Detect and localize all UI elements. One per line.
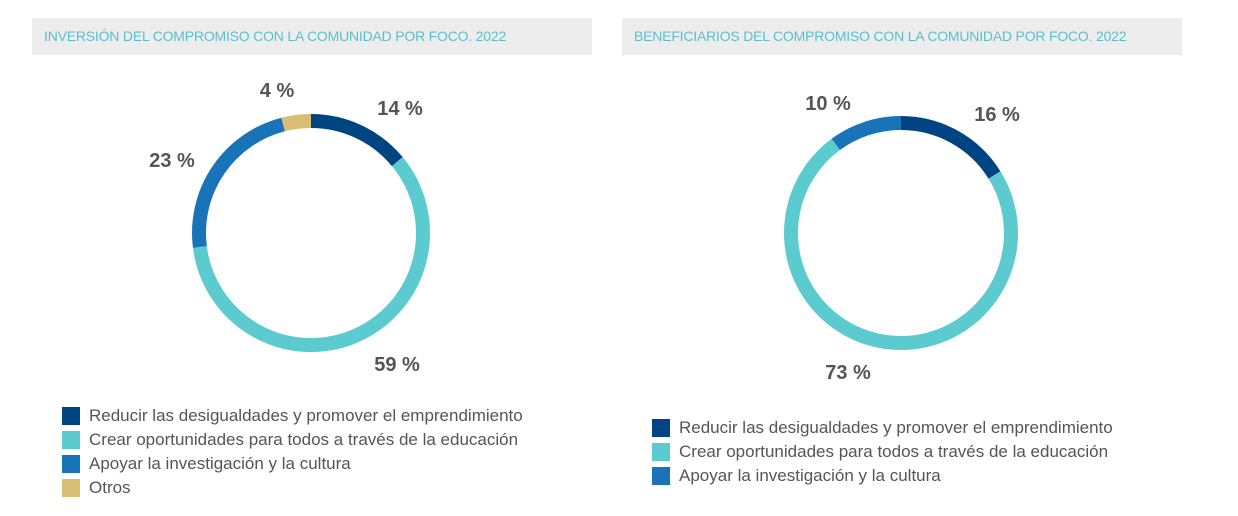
legend-label: Apoyar la investigación y la cultura [89, 454, 351, 473]
donut-chart-inversion: 14 % 59 % 23 % 4 % [149, 80, 430, 376]
data-label: 23 % [149, 150, 195, 172]
legend-item: Otros [62, 476, 523, 500]
legend-label: Otros [89, 478, 131, 497]
chart-title: BENEFICIARIOS DEL COMPROMISO CON LA COMU… [622, 18, 1182, 55]
donut-segment [900, 116, 1001, 179]
chart-title: INVERSIÓN DEL COMPROMISO CON LA COMUNIDA… [32, 18, 592, 55]
donut-segment [192, 157, 430, 352]
data-label: 10 % [805, 93, 851, 115]
legend-label: Crear oportunidades para todos a través … [679, 442, 1109, 461]
legend-swatch [652, 443, 670, 461]
data-label: 59 % [374, 354, 420, 376]
donut-segment [831, 116, 902, 151]
legend: Reducir las desigualdades y promover el … [652, 416, 1113, 488]
data-label: 14 % [377, 98, 423, 120]
donut-segment [784, 138, 1018, 350]
legend: Reducir las desigualdades y promover el … [62, 404, 523, 500]
data-label: 4 % [260, 80, 295, 102]
legend-swatch [62, 431, 80, 449]
legend-swatch [652, 419, 670, 437]
data-label: 16 % [974, 104, 1020, 126]
chart-panel-beneficiarios: BENEFICIARIOS DEL COMPROMISO CON LA COMU… [622, 0, 1182, 516]
legend-label: Reducir las desigualdades y promover el … [89, 406, 523, 425]
legend-label: Crear oportunidades para todos a través … [89, 430, 519, 449]
chart-panel-inversion: INVERSIÓN DEL COMPROMISO CON LA COMUNIDA… [32, 0, 592, 516]
legend-item: Apoyar la investigación y la cultura [62, 452, 523, 476]
data-label: 73 % [825, 362, 871, 384]
legend-swatch [62, 455, 80, 473]
legend-item: Reducir las desigualdades y promover el … [652, 416, 1113, 440]
legend-item: Crear oportunidades para todos a través … [652, 440, 1113, 464]
legend-swatch [62, 407, 80, 425]
legend-label: Reducir las desigualdades y promover el … [679, 418, 1113, 437]
legend-item: Apoyar la investigación y la cultura [652, 464, 1113, 488]
donut-segment [310, 114, 403, 167]
legend-swatch [652, 467, 670, 485]
legend-swatch [62, 479, 80, 497]
legend-label: Apoyar la investigación y la cultura [679, 466, 941, 485]
legend-item: Crear oportunidades para todos a través … [62, 428, 523, 452]
donut-chart-beneficiarios: 16 % 73 % 10 % [784, 93, 1020, 384]
donut-segment [192, 117, 285, 248]
legend-item: Reducir las desigualdades y promover el … [62, 404, 523, 428]
donut-segment [281, 114, 312, 132]
